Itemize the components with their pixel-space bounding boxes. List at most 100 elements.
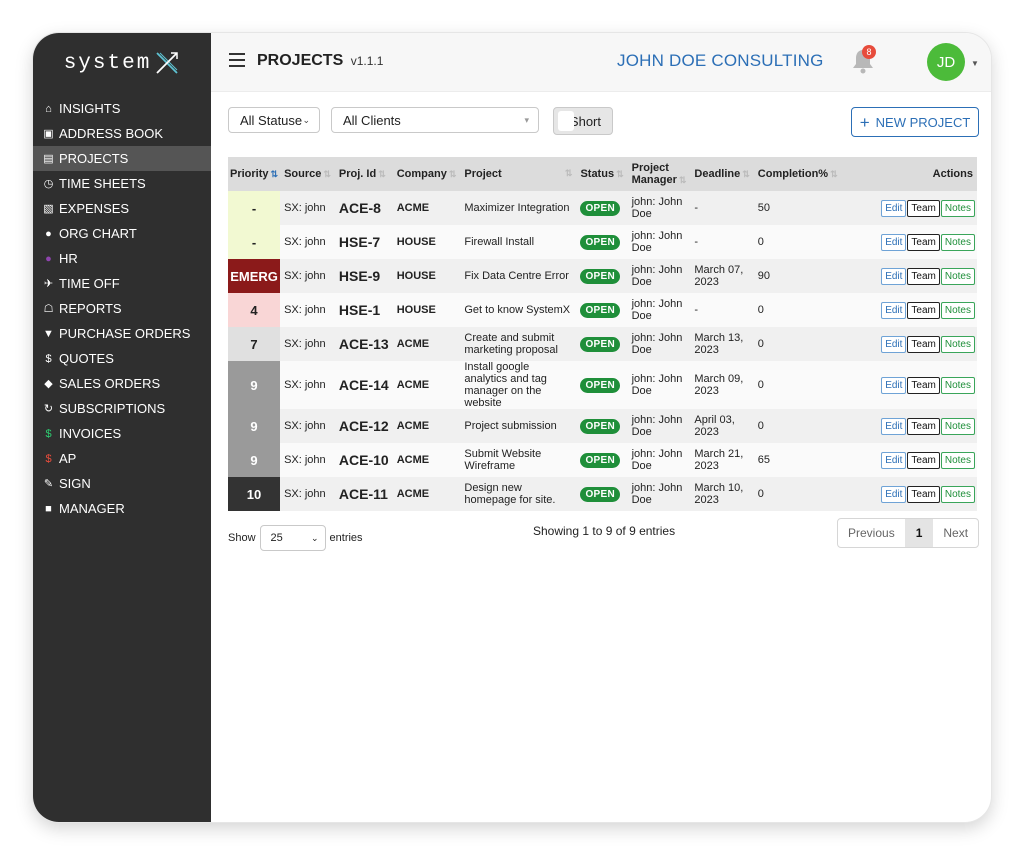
edit-button[interactable]: Edit bbox=[881, 233, 907, 251]
notes-button[interactable]: Notes bbox=[940, 199, 975, 217]
notes-button[interactable]: Notes bbox=[940, 376, 975, 394]
company-cell: HOUSE bbox=[392, 293, 461, 327]
pagination: Previous 1 Next bbox=[837, 518, 980, 548]
column-header-priority[interactable]: Priority ⇅ bbox=[228, 157, 281, 191]
edit-button[interactable]: Edit bbox=[881, 267, 907, 285]
sidebar-item-label: TIME SHEETS bbox=[59, 176, 146, 191]
team-button[interactable]: Team bbox=[907, 199, 940, 217]
table-row[interactable]: 9 SX: john ACE-12 ACME Project submission OPE… bbox=[228, 409, 977, 443]
priority-cell: 9 bbox=[228, 409, 281, 443]
toggle-knob bbox=[558, 111, 574, 131]
sidebar-item-sign[interactable]: ✎ SIGN bbox=[33, 471, 211, 496]
status-cell: OPEN bbox=[576, 293, 628, 327]
previous-page-button[interactable]: Previous bbox=[848, 526, 895, 540]
sidebar-item-ap[interactable]: $ AP bbox=[33, 446, 211, 471]
team-button[interactable]: Team bbox=[907, 485, 940, 503]
sidebar-item-projects[interactable]: ▤ PROJECTS bbox=[33, 146, 211, 171]
table-row[interactable]: 9 SX: john ACE-14 ACME Install google analyt… bbox=[228, 361, 977, 409]
column-header-company[interactable]: Company ⇅ bbox=[392, 157, 461, 191]
sidebar-item-label: INVOICES bbox=[59, 426, 122, 441]
team-button[interactable]: Team bbox=[907, 376, 940, 394]
sidebar-item-insights[interactable]: ⌂ INSIGHTS bbox=[33, 96, 211, 121]
client-filter-select[interactable]: All Clients ▾ bbox=[331, 107, 539, 133]
completion-cell: 50 bbox=[753, 191, 842, 225]
menu-icon[interactable] bbox=[229, 53, 245, 71]
short-toggle[interactable]: Short bbox=[553, 107, 613, 135]
table-row[interactable]: - SX: john HSE-7 HOUSE Firewall Install OPEN j… bbox=[228, 225, 977, 259]
next-page-button[interactable]: Next bbox=[943, 526, 969, 540]
team-button[interactable]: Team bbox=[907, 301, 940, 319]
column-header-deadline[interactable]: Deadline ⇅ bbox=[690, 157, 754, 191]
edit-button[interactable]: Edit bbox=[881, 451, 907, 469]
table-row[interactable]: 10 SX: john ACE-11 ACME Design new homepage … bbox=[228, 477, 977, 511]
sort-icon: ⇅ bbox=[378, 169, 386, 179]
actions-cell: Edit Team Notes bbox=[841, 477, 977, 511]
project-id-cell: HSE-1 bbox=[334, 293, 393, 327]
entries-label: entries bbox=[329, 532, 363, 544]
edit-button[interactable]: Edit bbox=[881, 335, 907, 353]
page-1-button[interactable]: 1 bbox=[904, 519, 934, 547]
sidebar-item-address-book[interactable]: ▣ ADDRESS BOOK bbox=[33, 121, 211, 146]
sidebar-item-time-sheets[interactable]: ◷ TIME SHEETS bbox=[33, 171, 211, 196]
sidebar-item-manager[interactable]: ■ MANAGER bbox=[33, 496, 211, 521]
column-header-status[interactable]: Status ⇅ bbox=[576, 157, 628, 191]
new-project-button[interactable]: + NEW PROJECT bbox=[851, 107, 979, 137]
project-id-cell: ACE-14 bbox=[334, 361, 393, 409]
source-cell: SX: john bbox=[280, 443, 335, 477]
edit-button[interactable]: Edit bbox=[881, 199, 907, 217]
logo[interactable]: system bbox=[33, 33, 211, 93]
notes-button[interactable]: Notes bbox=[940, 485, 975, 503]
chevron-down-icon[interactable]: ▼ bbox=[971, 59, 979, 68]
table-row[interactable]: 9 SX: john ACE-10 ACME Submit Website Wirefr… bbox=[228, 443, 977, 477]
edit-button[interactable]: Edit bbox=[881, 485, 907, 503]
sidebar-item-subscriptions[interactable]: ↻ SUBSCRIPTIONS bbox=[33, 396, 211, 421]
notes-button[interactable]: Notes bbox=[940, 417, 975, 435]
sidebar-item-label: MANAGER bbox=[59, 501, 125, 516]
column-header-manager[interactable]: Project Manager ⇅ bbox=[627, 157, 691, 191]
table-row[interactable]: - SX: john ACE-8 ACME Maximizer Integration O… bbox=[228, 191, 977, 225]
status-badge: OPEN bbox=[580, 486, 620, 502]
sidebar-item-expenses[interactable]: ▧ EXPENSES bbox=[33, 196, 211, 221]
column-header-project[interactable]: Project ⇅ bbox=[460, 157, 577, 191]
table-row[interactable]: EMERG SX: john HSE-9 HOUSE Fix Data Centre E… bbox=[228, 259, 977, 293]
notes-button[interactable]: Notes bbox=[940, 335, 975, 353]
sidebar-item-sales-orders[interactable]: ◆ SALES ORDERS bbox=[33, 371, 211, 396]
notes-button[interactable]: Notes bbox=[940, 301, 975, 319]
status-cell: OPEN bbox=[576, 225, 628, 259]
page-size-control: Show 25 ⌄ entries bbox=[228, 525, 363, 551]
sidebar-item-hr[interactable]: ● HR bbox=[33, 246, 211, 271]
source-cell: SX: john bbox=[280, 361, 335, 409]
sidebar-item-purchase-orders[interactable]: ▼ PURCHASE ORDERS bbox=[33, 321, 211, 346]
sidebar-item-org-chart[interactable]: ● ORG CHART bbox=[33, 221, 211, 246]
sort-icon: ⇅ bbox=[448, 169, 457, 179]
column-header-completion[interactable]: Completion% ⇅ bbox=[753, 157, 842, 191]
column-header-source[interactable]: Source ⇅ bbox=[280, 157, 335, 191]
edit-button[interactable]: Edit bbox=[881, 417, 907, 435]
notes-button[interactable]: Notes bbox=[940, 233, 975, 251]
avatar[interactable]: JD bbox=[927, 43, 965, 81]
sidebar-item-reports[interactable]: ☖ REPORTS bbox=[33, 296, 211, 321]
edit-button[interactable]: Edit bbox=[881, 376, 907, 394]
team-button[interactable]: Team bbox=[907, 451, 940, 469]
notes-button[interactable]: Notes bbox=[940, 451, 975, 469]
sidebar-item-invoices[interactable]: $ INVOICES bbox=[33, 421, 211, 446]
version-label: v1.1.1 bbox=[350, 54, 384, 68]
edit-button[interactable]: Edit bbox=[881, 301, 907, 319]
team-button[interactable]: Team bbox=[907, 267, 940, 285]
table-row[interactable]: 7 SX: john ACE-13 ACME Create and submit mar… bbox=[228, 327, 977, 361]
deadline-cell: April 03, 2023 bbox=[690, 409, 754, 443]
priority-cell: - bbox=[228, 191, 281, 225]
page-size-select[interactable]: 25 ⌄ bbox=[259, 525, 326, 551]
table-row[interactable]: 4 SX: john HSE-1 HOUSE Get to know SystemX OP… bbox=[228, 293, 977, 327]
team-button[interactable]: Team bbox=[907, 417, 940, 435]
sidebar-item-label: PROJECTS bbox=[59, 151, 129, 166]
status-filter-select[interactable]: All Statuses ⌄ bbox=[228, 107, 320, 133]
team-button[interactable]: Team bbox=[907, 335, 940, 353]
sidebar-item-quotes[interactable]: $ QUOTES bbox=[33, 346, 211, 371]
column-header-proj-id[interactable]: Proj. Id ⇅ bbox=[334, 157, 393, 191]
project-name-cell: Firewall Install bbox=[460, 225, 577, 259]
team-button[interactable]: Team bbox=[907, 233, 940, 251]
notes-button[interactable]: Notes bbox=[940, 267, 975, 285]
company-cell: ACME bbox=[392, 191, 461, 225]
sidebar-item-time-off[interactable]: ✈ TIME OFF bbox=[33, 271, 211, 296]
